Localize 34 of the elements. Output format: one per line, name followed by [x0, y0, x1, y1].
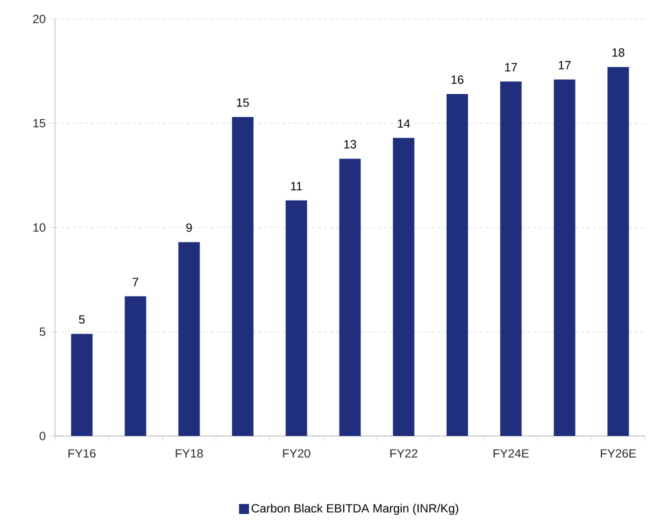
bar: [392, 138, 414, 436]
x-tick-label: FY22: [390, 449, 418, 458]
bar: [286, 200, 308, 436]
y-tick-label: 20: [33, 14, 46, 24]
data-label: 17: [505, 63, 517, 72]
y-tick-label: 10: [33, 223, 46, 232]
x-tick-label: FY24E: [494, 449, 529, 458]
data-label: 14: [398, 119, 410, 128]
bar: [71, 334, 93, 436]
bar: [607, 66, 629, 436]
data-label: 16: [452, 75, 464, 84]
x-tick-label: FY16: [68, 449, 96, 458]
bar: [232, 116, 254, 436]
bar: [500, 82, 522, 436]
bar: [124, 296, 146, 436]
legend-label: Carbon Black EBITDA Margin (INR/Kg): [252, 504, 458, 515]
data-label: 7: [132, 278, 138, 286]
x-tick-label: FY18: [176, 449, 203, 458]
bar: [178, 242, 200, 436]
data-label: 18: [612, 48, 624, 57]
bar: [339, 158, 361, 436]
y-tick-label: 15: [33, 119, 46, 128]
data-label: 5: [78, 315, 85, 324]
data-label: 9: [186, 223, 192, 232]
x-tick-label: FY26E: [600, 449, 636, 458]
y-tick-label: 0: [40, 432, 46, 440]
bar: [446, 94, 468, 436]
data-label: 11: [291, 182, 302, 190]
data-label: 17: [558, 61, 571, 70]
data-label: 15: [236, 98, 249, 107]
x-tick-label: FY20: [283, 449, 310, 458]
y-tick-label: 5: [40, 328, 46, 336]
bar: [554, 79, 576, 436]
data-label: 13: [344, 140, 356, 148]
